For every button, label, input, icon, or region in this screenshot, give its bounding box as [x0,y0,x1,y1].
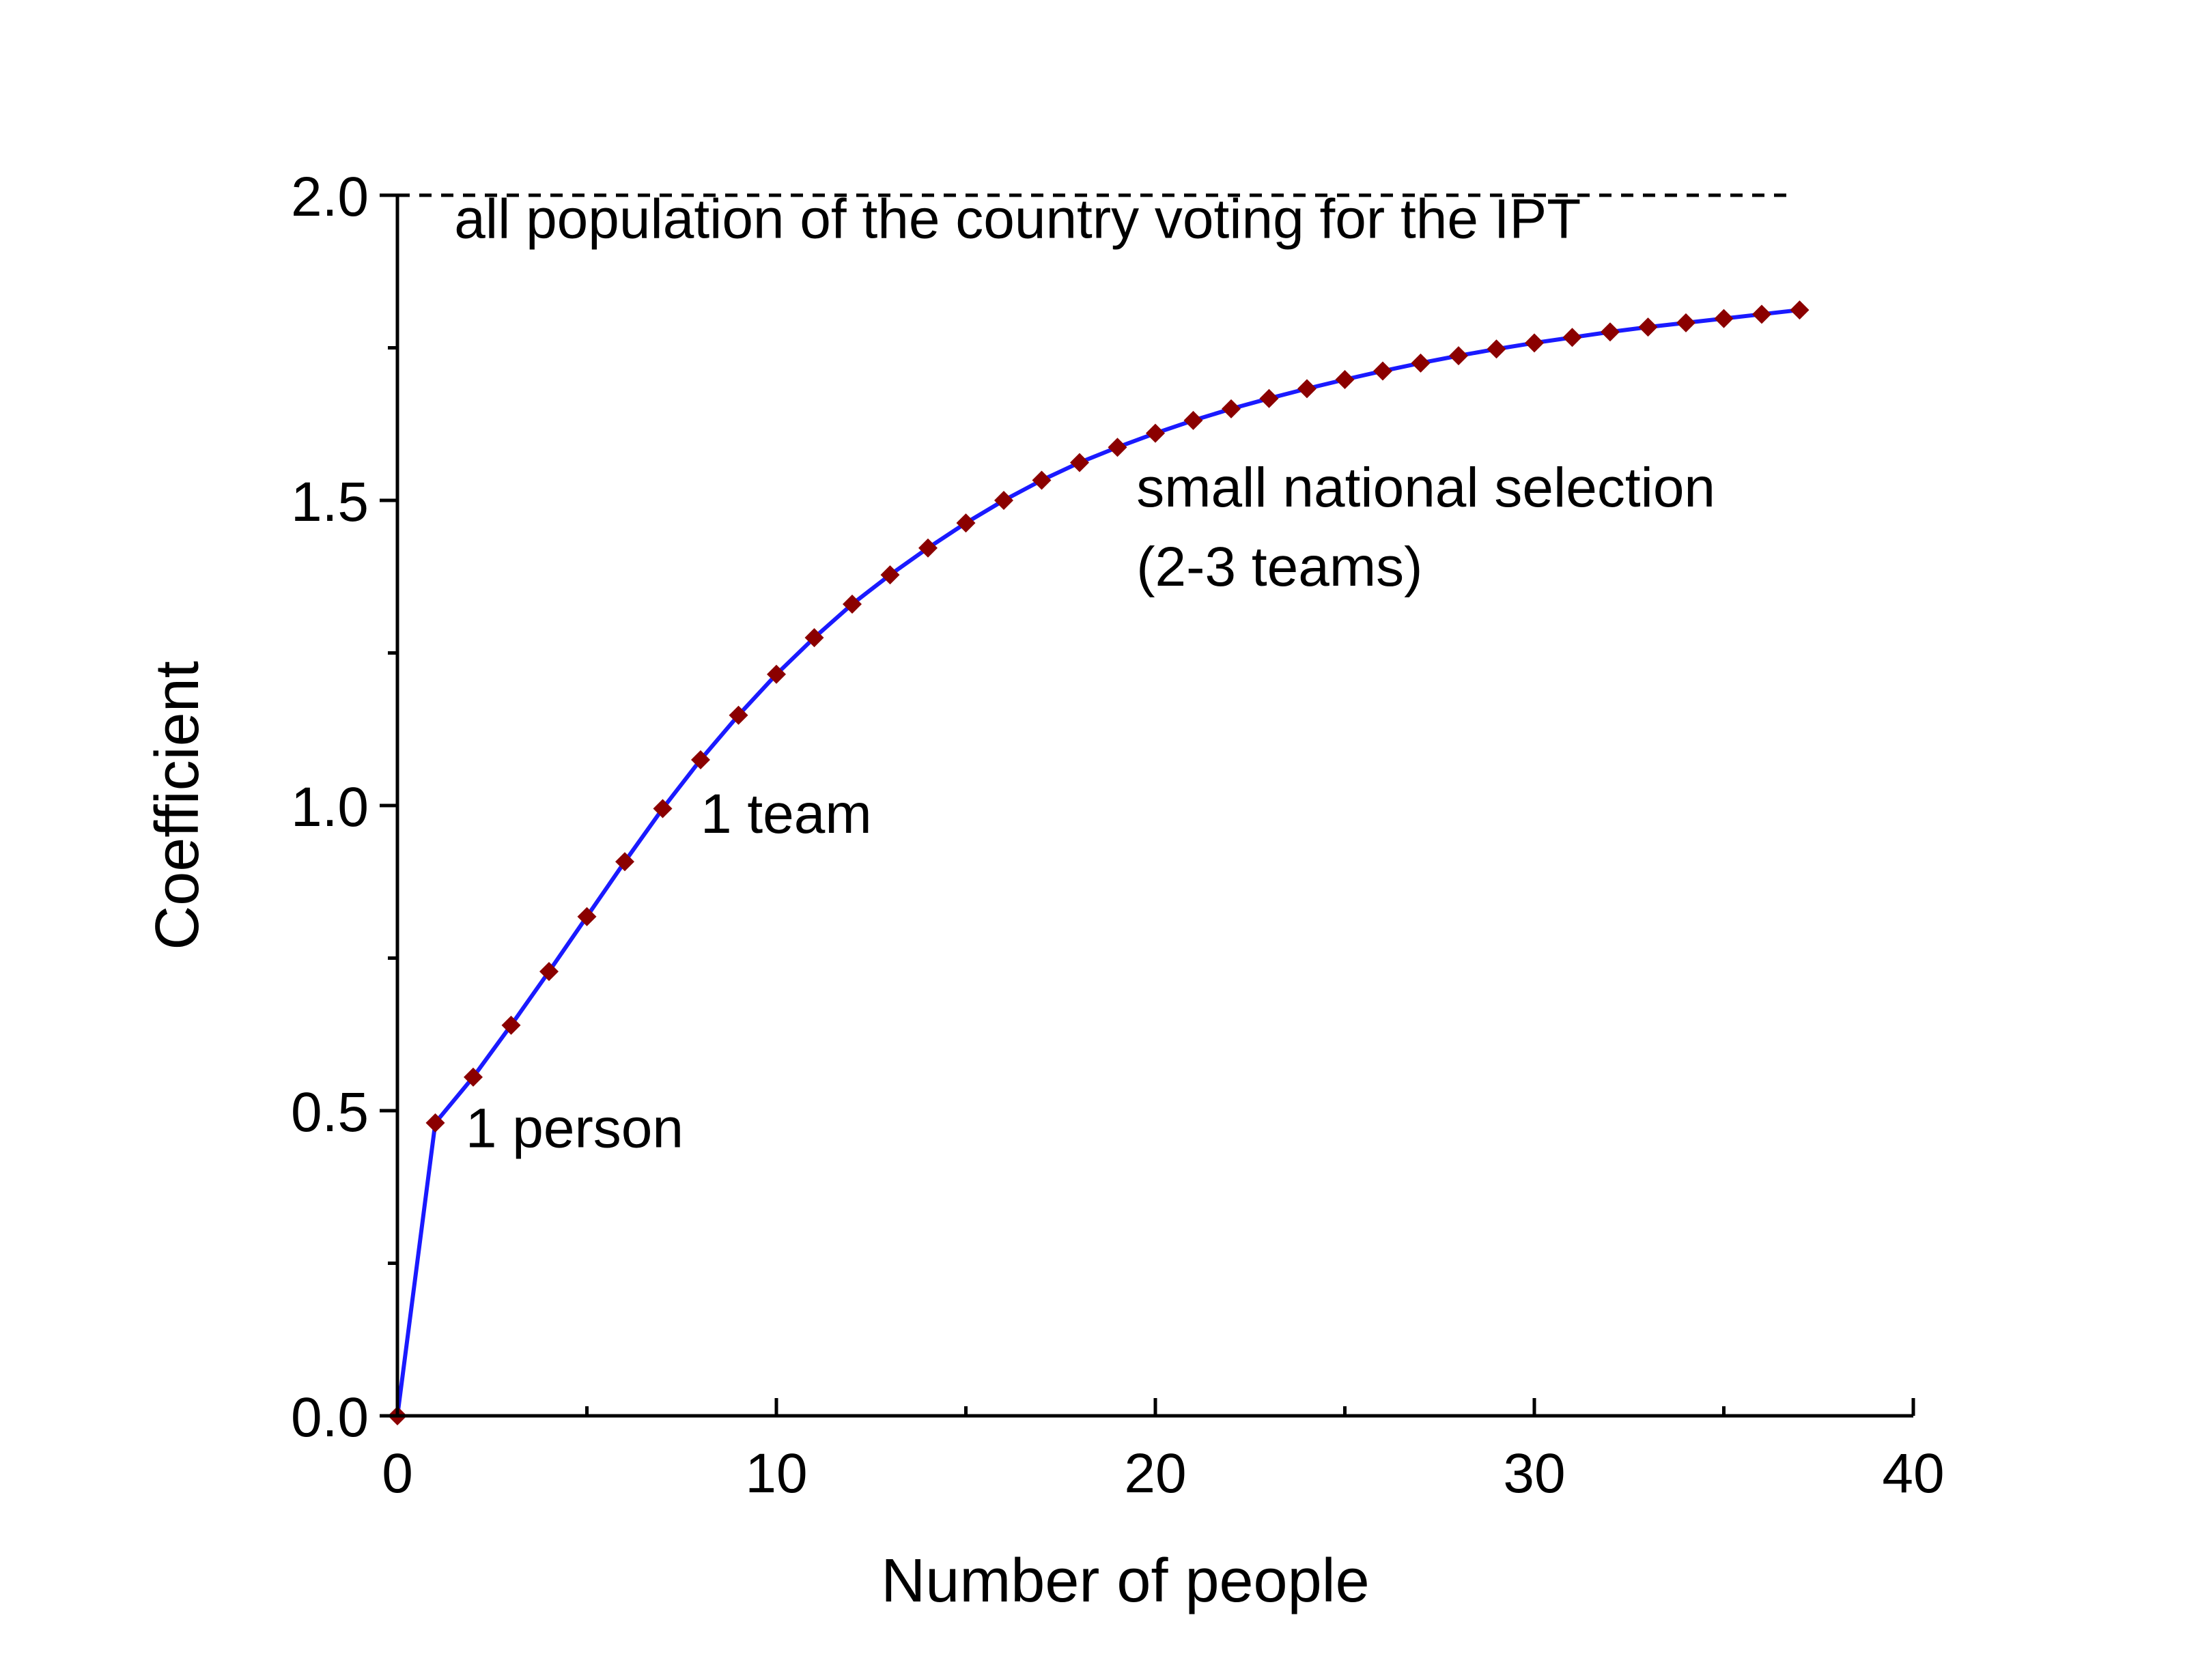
x-tick-label: 20 [1124,1442,1186,1505]
data-point [1525,333,1544,353]
data-point [994,491,1013,510]
data-point [804,628,824,648]
data-point [1676,313,1695,332]
annotation-label: all population of the country voting for… [454,188,1581,251]
y-tick-label: 1.0 [291,776,369,838]
data-point [1183,410,1203,430]
data-point [539,962,559,982]
tick-layer: 0 10 20 30 40 0.0 0.5 1.0 1.5 2.0 [291,166,1945,1505]
annotation-label: 1 team [701,783,872,845]
data-point [1714,309,1734,328]
data-point [1108,438,1127,457]
data-point [1562,328,1582,347]
data-point [843,594,862,614]
data-point [1601,322,1620,342]
data-point [653,799,673,818]
y-tick-label: 2.0 [291,166,369,228]
annotation-label: small national selection [1136,457,1715,519]
data-point [1297,379,1317,399]
data-point [425,1113,445,1133]
data-point [464,1067,483,1087]
data-point [1070,453,1089,472]
data-point [1411,353,1431,373]
data-point [1373,361,1392,381]
x-tick-label: 40 [1882,1442,1944,1505]
annotation-label: (2-3 teams) [1136,536,1422,598]
data-point [615,852,634,872]
y-tick-label: 0.0 [291,1386,369,1449]
data-point [1222,399,1241,418]
plot-area: 0 10 20 30 40 0.0 0.5 1.0 1.5 2.0 all population … [291,166,1945,1505]
data-point [729,705,748,725]
x-tick-label: 0 [382,1442,413,1505]
y-tick-label: 1.5 [291,471,369,533]
data-point [767,664,786,684]
annotation-label: 1 person [466,1098,684,1160]
data-point [1790,300,1810,320]
data-point [1487,339,1506,359]
data-point [1752,304,1771,324]
data-point [1638,317,1658,337]
data-point [1259,388,1279,408]
data-point [577,907,597,926]
data-point [880,565,900,585]
data-point [918,538,938,558]
data-point [1335,369,1355,389]
data-point [691,750,710,769]
y-tick-label: 0.5 [291,1081,369,1143]
marker-layer [388,300,1810,1425]
data-point [501,1015,521,1035]
data-point [1146,423,1165,443]
y-axis-title: Coefficient [143,661,212,950]
annotation-layer: all population of the country voting for… [454,188,1715,1160]
x-tick-label: 30 [1503,1442,1565,1505]
data-point [1449,346,1468,366]
data-point [956,513,976,533]
x-tick-label: 10 [745,1442,807,1505]
data-point [1032,470,1052,490]
x-axis-title: Number of people [881,1547,1369,1615]
